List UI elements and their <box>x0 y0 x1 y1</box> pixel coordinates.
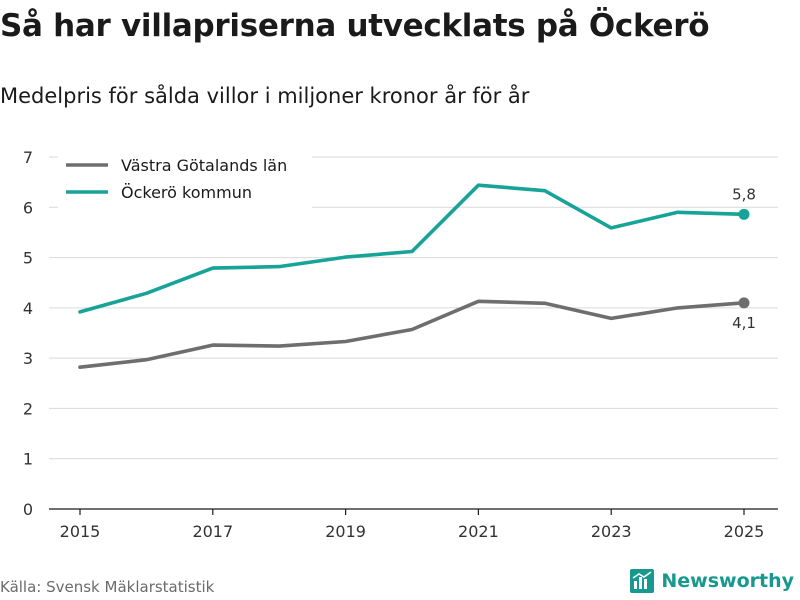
series-end-point <box>738 208 750 220</box>
x-tick-label: 2021 <box>458 522 499 541</box>
y-tick-label: 5 <box>23 249 33 268</box>
chart-title: Så har villapriserna utvecklats på Öcker… <box>0 8 710 44</box>
series-end-point <box>738 297 750 309</box>
y-tick-label: 7 <box>23 148 33 167</box>
legend-label: Öckerö kommun <box>121 183 252 202</box>
y-tick-label: 1 <box>23 450 33 469</box>
brand-logo: Newsworthy <box>629 568 794 594</box>
x-tick-label: 2025 <box>724 522 765 541</box>
x-tick-label: 2019 <box>325 522 366 541</box>
x-tick-label: 2015 <box>60 522 101 541</box>
series-end-label: 5,8 <box>732 185 756 203</box>
brand-name: Newsworthy <box>661 570 794 592</box>
x-tick-label: 2017 <box>192 522 233 541</box>
legend-label: Västra Götalands län <box>121 156 287 175</box>
y-tick-label: 6 <box>23 198 33 217</box>
y-tick-label: 4 <box>23 299 33 318</box>
series-line-1 <box>78 183 746 314</box>
x-tick-label: 2023 <box>591 522 632 541</box>
legend-background <box>58 152 312 208</box>
y-tick-label: 3 <box>23 349 33 368</box>
y-tick-label: 0 <box>23 500 33 519</box>
series-end-label: 4,1 <box>732 314 756 332</box>
newsworthy-logo-icon <box>630 569 655 593</box>
series-line-0 <box>78 299 746 370</box>
source-note: Källa: Svensk Mäklarstatistik <box>0 578 215 596</box>
chart-subtitle: Medelpris för sålda villor i miljoner kr… <box>0 84 530 108</box>
y-tick-label: 2 <box>23 399 33 418</box>
